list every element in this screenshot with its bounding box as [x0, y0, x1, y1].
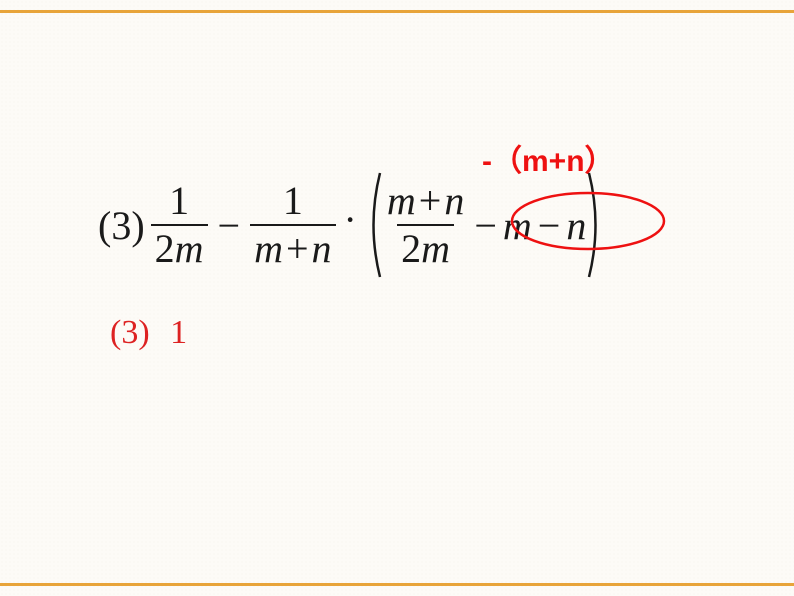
minus-op-1: −	[218, 202, 241, 249]
paren-content: m+n 2m −m−n	[383, 180, 586, 270]
fraction-1: 1 2m	[151, 180, 208, 270]
left-paren	[365, 170, 383, 280]
problem-number: (3)	[98, 202, 145, 249]
tail-terms: −m−n	[468, 202, 586, 249]
fraction-2: 1 m+n	[250, 180, 335, 270]
answer-value: 1	[170, 314, 187, 351]
minus-op-2: −	[474, 203, 497, 248]
frac3-den: 2m	[397, 224, 454, 270]
fraction-3: m+n 2m	[383, 180, 468, 270]
bottom-border	[0, 583, 794, 586]
answer-label: (3)	[110, 314, 150, 351]
frac2-den: m+n	[250, 224, 335, 270]
frac1-num: 1	[165, 180, 193, 224]
frac3-num: m+n	[383, 180, 468, 224]
equation: (3) 1 2m − 1 m+n · m+n 2m −m−n	[98, 170, 604, 280]
frac2-num: 1	[279, 180, 307, 224]
top-border	[0, 10, 794, 13]
minus-op-3: −	[538, 203, 561, 248]
paren-group: m+n 2m −m−n	[365, 170, 604, 280]
frac1-den: 2m	[151, 224, 208, 270]
multiply-dot: ·	[344, 196, 357, 243]
tail-var-n: n	[566, 203, 586, 248]
answer-line: (3) 1	[110, 314, 187, 352]
right-paren	[586, 170, 604, 280]
tail-var-m: m	[503, 203, 532, 248]
